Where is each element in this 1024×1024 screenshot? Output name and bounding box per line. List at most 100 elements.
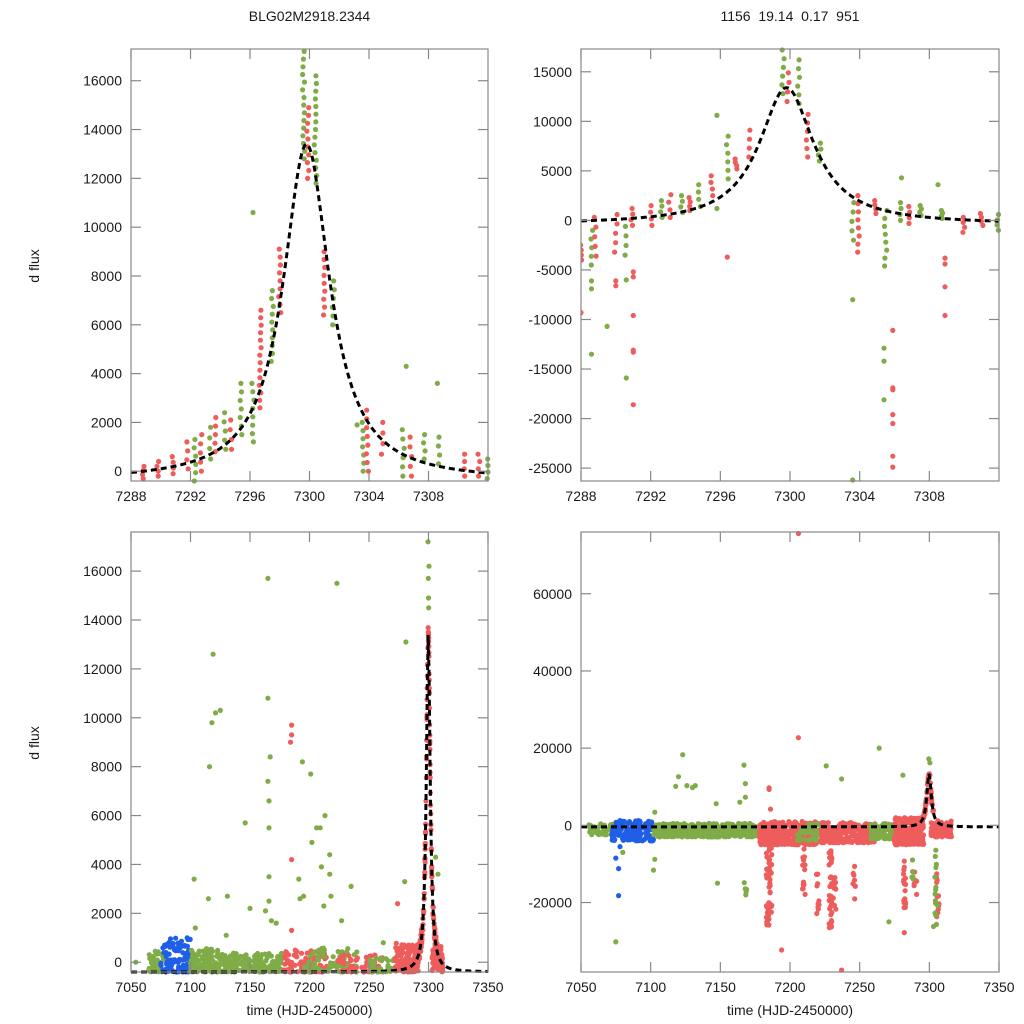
data-point-red — [667, 214, 673, 220]
data-point-red — [364, 407, 370, 413]
data-points — [586, 530, 955, 973]
data-point-red — [581, 247, 584, 253]
data-point-green — [613, 939, 619, 945]
data-point-green — [385, 962, 391, 969]
data-point-red — [422, 829, 429, 835]
data-point-red — [305, 136, 311, 142]
data-point-blue — [177, 945, 183, 951]
data-point-green — [240, 959, 246, 965]
data-point-green — [313, 80, 319, 87]
data-point-green — [882, 255, 888, 261]
data-point-green — [705, 821, 712, 827]
data-point-red — [155, 473, 161, 479]
data-point-green — [592, 827, 598, 833]
data-point-green — [192, 961, 198, 968]
data-point-red — [823, 828, 829, 835]
data-point-red — [786, 79, 792, 85]
data-point-green — [930, 923, 937, 930]
data-point-red — [227, 427, 233, 433]
data-point-green — [339, 918, 345, 924]
data-point-green — [322, 813, 328, 819]
data-point-green — [780, 73, 786, 79]
data-point-red — [851, 877, 858, 883]
data-point-green — [588, 253, 594, 259]
x-tick-label: 7300 — [914, 979, 945, 995]
data-point-red — [593, 253, 599, 259]
data-point-green — [360, 444, 366, 450]
data-point-red — [852, 896, 858, 902]
data-point-blue — [639, 838, 645, 844]
data-point-red — [363, 963, 369, 969]
y-tick-label: 2000 — [91, 414, 122, 430]
data-point-green — [808, 829, 814, 835]
data-point-green — [818, 146, 824, 152]
data-point-green — [917, 203, 923, 209]
data-point-green — [253, 952, 259, 958]
data-point-red — [845, 826, 852, 832]
x-tick-label: 7150 — [234, 979, 265, 995]
data-point-green — [684, 783, 690, 789]
data-point-red — [393, 940, 399, 946]
data-point-green — [193, 470, 199, 476]
data-point-green — [779, 47, 785, 53]
data-point-red — [289, 722, 295, 728]
data-point-red — [872, 198, 878, 204]
data-point-red — [977, 210, 984, 217]
data-point-green — [812, 837, 819, 843]
data-point-green — [313, 111, 319, 117]
data-point-red — [198, 441, 204, 447]
data-point-green — [422, 448, 428, 454]
data-point-green — [435, 871, 441, 877]
data-point-red — [427, 774, 433, 781]
data-point-green — [658, 198, 665, 204]
data-point-green — [247, 905, 253, 912]
data-point-green — [696, 182, 702, 188]
model-fit-curve — [131, 142, 489, 475]
data-point-green — [881, 345, 887, 351]
data-point-green — [301, 79, 308, 85]
data-point-red — [802, 867, 808, 873]
data-point-red — [305, 120, 311, 126]
data-point-blue — [613, 828, 619, 835]
data-point-green — [659, 203, 665, 209]
data-point-red — [732, 156, 738, 162]
data-point-red — [154, 463, 160, 469]
data-point-green — [309, 839, 315, 846]
data-point-green — [329, 963, 335, 969]
data-point-green — [881, 397, 887, 403]
data-point-red — [828, 874, 834, 880]
data-point-red — [831, 878, 837, 884]
data-point-green — [321, 947, 327, 953]
data-point-red — [687, 203, 693, 209]
data-point-red — [277, 254, 283, 260]
data-point-green — [742, 886, 748, 892]
data-point-red — [829, 855, 835, 861]
data-point-red — [294, 949, 300, 955]
data-point-red — [805, 154, 811, 160]
data-point-green — [238, 380, 244, 386]
data-point-red — [629, 205, 635, 212]
x-tick-label: 7288 — [565, 488, 596, 504]
data-point-green — [219, 951, 225, 958]
data-point-green — [226, 965, 232, 971]
data-point-green — [207, 955, 214, 962]
data-point-red — [826, 833, 832, 839]
data-point-red — [903, 827, 909, 833]
data-point-red — [801, 846, 807, 852]
panel-season-full: 7050 7100 7150 7200 7250 7300 7350 -20000 0 20000… — [528, 530, 1015, 995]
data-point-red — [855, 822, 862, 828]
data-point-green — [933, 861, 940, 868]
data-point-red — [934, 832, 940, 838]
data-point-red — [257, 360, 263, 366]
data-point-green — [678, 204, 684, 210]
data-point-green — [238, 406, 244, 412]
x-tick-label: 7292 — [635, 488, 666, 504]
data-point-green — [296, 876, 302, 882]
data-point-green — [371, 961, 377, 967]
data-point-green — [725, 176, 731, 182]
x-tick-label: 7300 — [294, 488, 325, 504]
plot-frame — [580, 48, 1000, 482]
data-point-red — [363, 451, 369, 457]
data-point-green — [806, 821, 812, 827]
data-point-red — [289, 857, 295, 863]
